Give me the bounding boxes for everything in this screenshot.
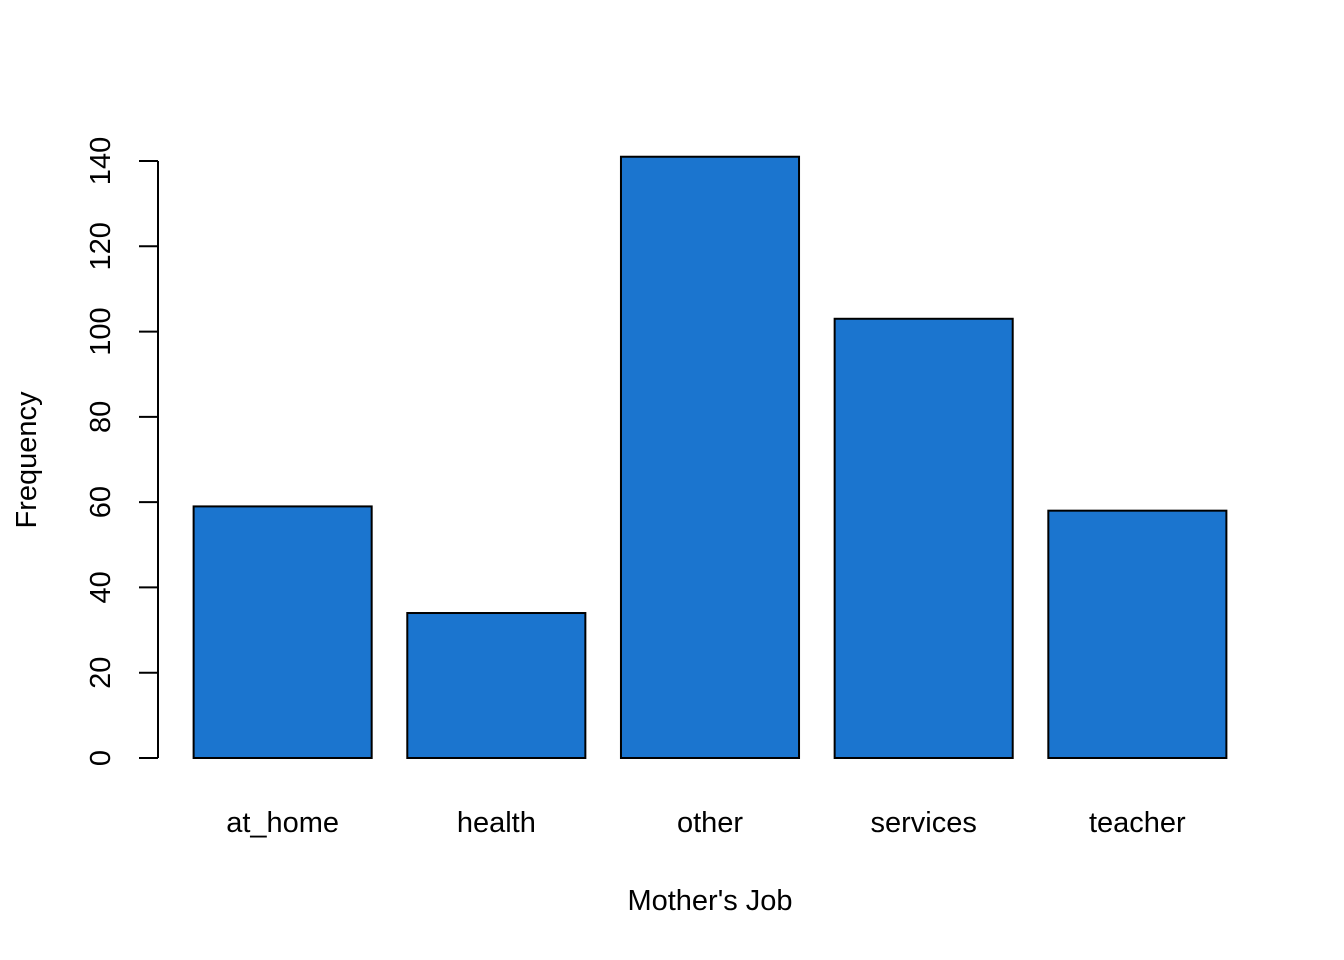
y-axis: 0 20 40 60 80 100 120 140: [85, 137, 159, 766]
x-tick-label-teacher: teacher: [1089, 807, 1186, 839]
y-tick-label-60: 60: [85, 486, 117, 518]
x-tick-labels: at_home health other services teacher: [226, 807, 1186, 839]
y-tick-label-0: 0: [85, 750, 117, 766]
y-tick-label-80: 80: [85, 401, 117, 433]
bar-other: [619, 155, 801, 759]
bar-health: [406, 612, 587, 759]
x-tick-label-other: other: [677, 807, 743, 839]
y-tick-label-120: 120: [85, 222, 117, 270]
y-tick-label-20: 20: [85, 657, 117, 689]
x-axis-title: Mother's Job: [627, 885, 792, 917]
bar-teacher: [1047, 509, 1228, 759]
y-tick-label-140: 140: [85, 137, 117, 185]
y-tick-label-40: 40: [85, 571, 117, 603]
bar-services: [833, 317, 1014, 759]
bars-group: [192, 155, 1228, 759]
x-tick-label-services: services: [870, 807, 976, 839]
y-tick-label-100: 100: [85, 307, 117, 355]
bar-at_home: [192, 505, 373, 759]
y-axis-title: Frequency: [11, 391, 43, 529]
x-tick-label-health: health: [457, 807, 536, 839]
x-tick-label-at_home: at_home: [226, 807, 339, 839]
